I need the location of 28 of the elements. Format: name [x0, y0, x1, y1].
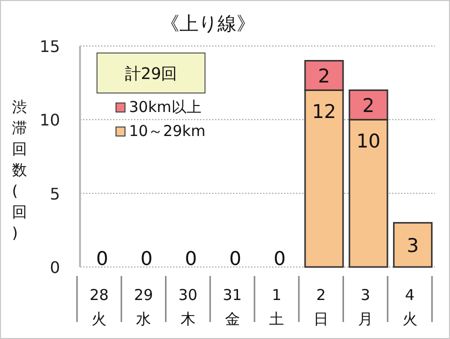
- x-tick-label: 1 土: [269, 286, 284, 328]
- x-tick-label: 3 月: [358, 286, 373, 328]
- x-tick-label: 2 日: [314, 286, 329, 328]
- data-label: 12: [312, 101, 336, 124]
- annotation: 計29回: [124, 64, 178, 83]
- y-tick-label: 15: [40, 37, 60, 56]
- y-tick-label: 5: [50, 184, 60, 204]
- x-tick-label: 28 火: [90, 286, 109, 328]
- chart-title: 《上り線》: [160, 13, 256, 35]
- data-label: 2: [318, 65, 330, 88]
- data-label: 0: [184, 248, 197, 270]
- data-label: 0: [229, 248, 242, 270]
- data-label: 0: [96, 248, 108, 270]
- data-label: 0: [274, 248, 286, 270]
- x-tick-label: 29 水: [134, 286, 154, 328]
- data-label: 2: [362, 94, 374, 117]
- y-tick-label: 0: [50, 258, 60, 277]
- legend-label: 30km以上: [129, 98, 202, 116]
- data-label: 0: [140, 248, 153, 270]
- data-label: 10: [356, 130, 381, 153]
- x-tick-label: 31 金: [222, 286, 242, 328]
- y-axis-title: 渋滞回数(回): [12, 98, 27, 242]
- legend-label: 10～29km: [129, 122, 206, 140]
- x-tick-label: 4 火: [402, 286, 418, 328]
- data-label: 3: [406, 234, 419, 257]
- y-tick-label: 10: [40, 110, 60, 130]
- bar: [393, 222, 433, 268]
- x-tick-label: 30 木: [178, 286, 198, 328]
